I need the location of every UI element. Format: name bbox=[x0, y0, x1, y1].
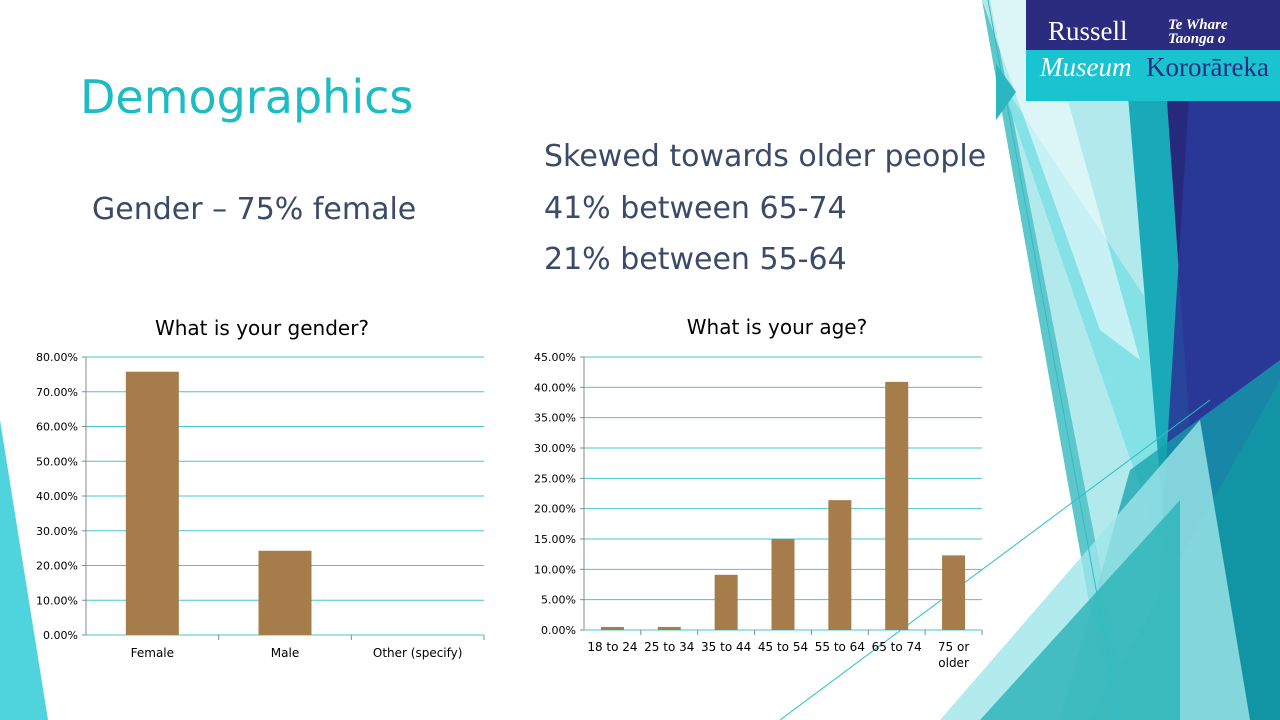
y-tick-label: 10.00% bbox=[534, 563, 576, 576]
logo-taonga-text: Taonga o bbox=[1168, 31, 1226, 47]
x-category-label: Other (specify) bbox=[373, 646, 463, 660]
x-category-label: Female bbox=[131, 646, 174, 660]
age-chart: What is your age? 0.00% 5.00% 10.00% 15.00% 2… bbox=[534, 315, 983, 670]
x-category-label: 55 to 64 bbox=[815, 640, 865, 654]
y-tick-label: 50.00% bbox=[36, 455, 78, 468]
bar bbox=[942, 555, 966, 630]
logo-bottom-band bbox=[1026, 50, 1280, 101]
logo-top-band bbox=[1026, 0, 1280, 50]
x-category-label: 18 to 24 bbox=[587, 640, 637, 654]
y-tick-label: 45.00% bbox=[534, 351, 576, 364]
age-point-1: Skewed towards older people bbox=[544, 139, 987, 174]
bar bbox=[657, 626, 681, 630]
logo-museum-text: Museum bbox=[1040, 52, 1132, 82]
bar bbox=[885, 381, 909, 630]
x-category-label: 75 or older bbox=[938, 640, 969, 670]
y-tick-label: 35.00% bbox=[534, 412, 576, 425]
gender-summary: Gender – 75% female bbox=[92, 192, 417, 227]
bar bbox=[600, 626, 624, 630]
y-tick-label: 10.00% bbox=[36, 594, 78, 607]
chart-title: What is your age? bbox=[687, 315, 867, 339]
bar bbox=[828, 500, 852, 630]
age-point-2: 41% between 65-74 bbox=[544, 191, 847, 226]
decorative-line-2 bbox=[779, 399, 1211, 720]
left-accent-shape bbox=[0, 420, 48, 720]
bar bbox=[714, 574, 738, 630]
x-category-label: 25 to 34 bbox=[644, 640, 694, 654]
y-tick-label: 40.00% bbox=[534, 381, 576, 394]
logo-russell-text: Russell bbox=[1048, 16, 1128, 46]
y-tick-label: 70.00% bbox=[36, 386, 78, 399]
y-tick-label: 20.00% bbox=[534, 503, 576, 516]
x-category-label: Male bbox=[271, 646, 299, 660]
play-arrow-shape bbox=[996, 64, 1016, 120]
bar bbox=[258, 550, 312, 635]
chart-title: What is your gender? bbox=[155, 316, 369, 340]
y-tick-label: 60.00% bbox=[36, 421, 78, 434]
slide-title: Demographics bbox=[80, 70, 414, 124]
y-tick-label: 0.00% bbox=[541, 624, 576, 637]
decorative-line-1 bbox=[987, 0, 1121, 720]
lower-teal-triangle bbox=[980, 500, 1180, 720]
x-category-label: 65 to 74 bbox=[872, 640, 922, 654]
bar bbox=[125, 371, 179, 635]
y-tick-label: 20.00% bbox=[36, 560, 78, 573]
y-tick-label: 80.00% bbox=[36, 351, 78, 364]
y-tick-label: 15.00% bbox=[534, 533, 576, 546]
gender-chart: What is your gender? 0.00% 10.00% 20.00% 30.… bbox=[36, 316, 485, 660]
y-tick-label: 0.00% bbox=[43, 629, 78, 642]
upper-white-wedge bbox=[982, 0, 1140, 360]
bar bbox=[771, 539, 795, 630]
y-tick-label: 40.00% bbox=[36, 490, 78, 503]
y-tick-label: 5.00% bbox=[541, 594, 576, 607]
museum-logo: Russell Te Whare Taonga o Museum Kororār… bbox=[1026, 0, 1280, 101]
logo-te-whare-text: Te Whare bbox=[1168, 17, 1228, 33]
age-point-3: 21% between 55-64 bbox=[544, 242, 847, 277]
y-tick-label: 30.00% bbox=[36, 525, 78, 538]
logo-kororareka-text: Kororāreka bbox=[1146, 52, 1269, 82]
y-tick-label: 25.00% bbox=[534, 472, 576, 485]
y-tick-label: 30.00% bbox=[534, 442, 576, 455]
x-category-label: 35 to 44 bbox=[701, 640, 751, 654]
x-category-label: 45 to 54 bbox=[758, 640, 808, 654]
